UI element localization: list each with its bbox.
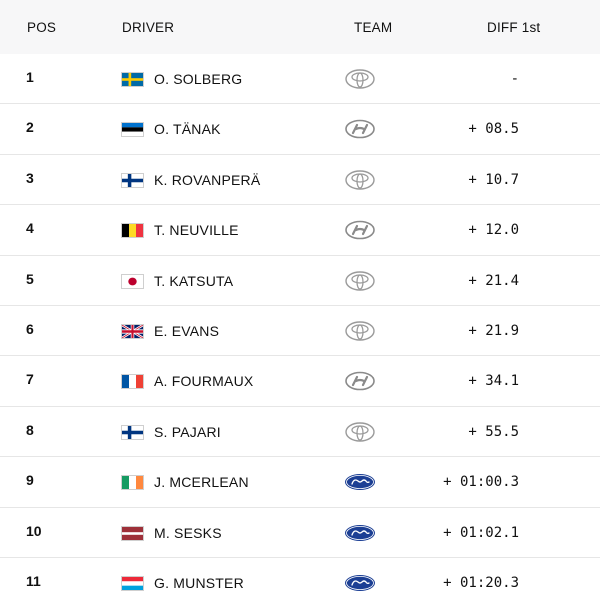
position-number: 8 bbox=[26, 421, 34, 438]
toyota-logo-icon bbox=[344, 321, 376, 341]
flag-jp-icon bbox=[121, 273, 144, 289]
flag-ee-icon bbox=[121, 122, 144, 138]
driver-name[interactable]: O. SOLBERG bbox=[154, 71, 243, 87]
driver-name[interactable]: T. NEUVILLE bbox=[154, 222, 239, 239]
table-row[interactable]: 1 O. SOLBERG - bbox=[0, 54, 600, 105]
table-row[interactable]: 8 S. PAJARI + 55.5 bbox=[0, 407, 600, 458]
hyundai-logo-icon bbox=[344, 371, 376, 391]
position-number: 6 bbox=[26, 320, 34, 337]
driver-name[interactable]: G. MUNSTER bbox=[154, 574, 244, 591]
table-row[interactable]: 6 E. EVANS + 21.9 bbox=[0, 306, 600, 357]
hyundai-logo-icon bbox=[344, 119, 376, 139]
header-driver: DRIVER bbox=[122, 20, 175, 35]
position-number: 1 bbox=[26, 69, 34, 85]
position-number: 2 bbox=[26, 119, 34, 136]
toyota-logo-icon bbox=[344, 422, 376, 442]
hyundai-logo-icon bbox=[344, 220, 376, 240]
position-number: 11 bbox=[26, 572, 41, 589]
diff-time: + 01:00.3 bbox=[443, 474, 519, 491]
header-pos: POS bbox=[27, 20, 57, 35]
flag-fi-icon bbox=[121, 172, 144, 188]
table-row[interactable]: 4 T. NEUVILLE + 12.0 bbox=[0, 205, 600, 256]
flag-ie-icon bbox=[121, 475, 144, 491]
diff-time: + 34.1 bbox=[468, 373, 519, 390]
toyota-logo-icon bbox=[344, 69, 376, 89]
diff-time: - bbox=[510, 71, 519, 87]
flag-lu-icon bbox=[121, 575, 144, 591]
position-number: 7 bbox=[26, 371, 34, 388]
flag-gb-icon bbox=[121, 323, 144, 339]
diff-time: + 55.5 bbox=[468, 423, 519, 440]
diff-time: + 21.4 bbox=[468, 272, 519, 289]
driver-name[interactable]: J. MCERLEAN bbox=[154, 474, 249, 491]
driver-name[interactable]: O. TÄNAK bbox=[154, 121, 221, 138]
table-row[interactable]: 3 K. ROVANPERÄ + 10.7 bbox=[0, 155, 600, 206]
position-number: 10 bbox=[26, 522, 42, 539]
flag-fi-icon bbox=[121, 424, 144, 440]
table-row[interactable]: 11 G. MUNSTER + 01:20.3 bbox=[0, 558, 600, 608]
position-number: 5 bbox=[26, 270, 34, 287]
driver-name[interactable]: M. SESKS bbox=[154, 524, 222, 541]
driver-name[interactable]: K. ROVANPERÄ bbox=[154, 171, 261, 188]
flag-fr-icon bbox=[121, 374, 144, 390]
flag-lv-icon bbox=[121, 525, 144, 541]
driver-name[interactable]: E. EVANS bbox=[154, 322, 220, 339]
table-row[interactable]: 9 J. MCERLEAN + 01:00.3 bbox=[0, 457, 600, 508]
table-row[interactable]: 7 A. FOURMAUX + 34.1 bbox=[0, 356, 600, 407]
table-header: POS DRIVER TEAM DIFF 1st bbox=[0, 0, 600, 54]
ford-logo-icon bbox=[344, 472, 376, 492]
position-number: 3 bbox=[26, 169, 34, 186]
table-row[interactable]: 10 M. SESKS + 01:02.1 bbox=[0, 508, 600, 558]
driver-name[interactable]: S. PAJARI bbox=[154, 423, 221, 440]
ford-logo-icon bbox=[344, 573, 376, 593]
diff-time: + 10.7 bbox=[468, 171, 519, 188]
ford-logo-icon bbox=[344, 523, 376, 543]
flag-se-icon bbox=[121, 72, 144, 87]
flag-be-icon bbox=[121, 223, 144, 239]
diff-time: + 01:20.3 bbox=[443, 574, 519, 591]
diff-time: + 01:02.1 bbox=[443, 524, 519, 541]
diff-time: + 08.5 bbox=[468, 121, 519, 138]
driver-name[interactable]: T. KATSUTA bbox=[154, 272, 234, 289]
driver-name[interactable]: A. FOURMAUX bbox=[154, 373, 254, 390]
table-body: 1 O. SOLBERG - 2 O. TÄNAK + 08.5 3 K. ROVANPERÄ… bbox=[0, 54, 600, 608]
position-number: 4 bbox=[26, 220, 34, 237]
position-number: 9 bbox=[26, 472, 34, 489]
table-row[interactable]: 5 T. KATSUTA + 21.4 bbox=[0, 256, 600, 306]
toyota-logo-icon bbox=[344, 270, 376, 291]
diff-time: + 21.9 bbox=[468, 322, 519, 339]
header-team: TEAM bbox=[354, 20, 393, 35]
header-diff: DIFF 1st bbox=[487, 20, 541, 35]
diff-time: + 12.0 bbox=[468, 222, 519, 239]
toyota-logo-icon bbox=[344, 170, 376, 190]
table-row[interactable]: 2 O. TÄNAK + 08.5 bbox=[0, 104, 600, 155]
